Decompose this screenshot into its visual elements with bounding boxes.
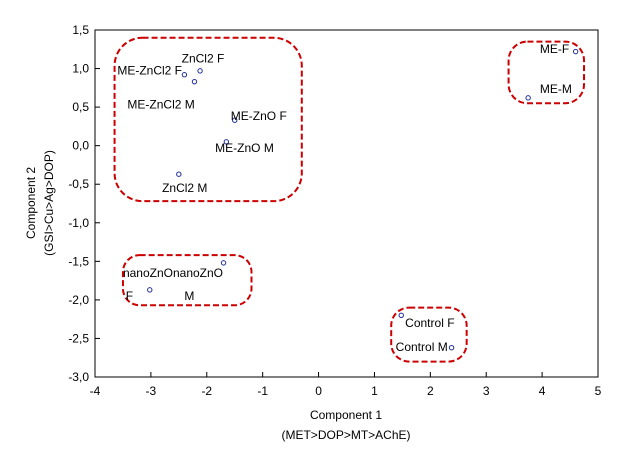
- y-axis-subtitle: (GSI>Cu>Ag>DOP): [42, 150, 56, 256]
- plot-area: [94, 29, 599, 378]
- point-labels: ZnCl2 FME-ZnCl2 F ME-ZnCl2 M ME-ZnO F ME-Zn…: [117, 42, 572, 354]
- x-tick-label: 4: [539, 384, 546, 398]
- data-points: [147, 48, 579, 351]
- y-tick-label: 1,5: [72, 23, 89, 37]
- data-point: [191, 78, 198, 85]
- point-label: ME-ZnO M: [215, 141, 274, 155]
- group-outline: [390, 306, 468, 363]
- x-axis-subtitle: (MET>DOP>MT>AChE): [281, 428, 410, 442]
- point-label: ME-ZnCl2 M: [127, 98, 194, 112]
- data-point: [197, 68, 203, 74]
- x-tick-label: 1: [371, 384, 378, 398]
- x-tick-label: 3: [483, 384, 490, 398]
- x-tick-label: -1: [257, 384, 268, 398]
- data-point: [181, 72, 188, 78]
- point-label: Control M: [396, 340, 448, 354]
- y-tick-label: -2,5: [68, 331, 89, 345]
- group-outline: [121, 254, 253, 307]
- point-label: Control F: [405, 316, 454, 330]
- x-axis-title: Component 1: [310, 408, 382, 422]
- data-point: [525, 95, 531, 101]
- point-label: ME-F: [540, 42, 569, 56]
- point-label: M: [184, 289, 194, 303]
- data-point: [220, 260, 227, 266]
- group-outline: [507, 40, 586, 105]
- group-outlines: [113, 36, 586, 363]
- y-tick-label: 0,5: [72, 100, 89, 114]
- point-label: nanoZnOnanoZnO: [123, 266, 223, 280]
- point-label: ME-ZnO F: [231, 109, 287, 123]
- y-tick-label: 0,0: [72, 139, 89, 153]
- y-tick-label: -3,0: [68, 370, 89, 384]
- y-tick-label: 1,0: [72, 62, 89, 76]
- x-tick-label: -2: [201, 384, 212, 398]
- x-tick-label: 5: [595, 384, 602, 398]
- y-tick-label: -1,0: [68, 216, 89, 230]
- point-label: ZnCl2 M: [162, 181, 207, 195]
- axis-ticks: -4 -3 -2 -1 0 1 2 3 4 5 1,5 1,0 0,5 0,0 -0,5 -1,0 -1,5 -2…: [68, 23, 601, 398]
- data-point: [147, 287, 153, 293]
- y-tick-label: -0,5: [68, 177, 89, 191]
- y-tick-label: -1,5: [68, 254, 89, 268]
- group-outline: [113, 36, 303, 203]
- point-label: ZnCl2 F: [182, 51, 225, 65]
- data-point: [398, 312, 404, 319]
- point-label: F: [126, 289, 133, 303]
- y-axis-title: Component 2: [24, 167, 38, 239]
- y-tick-label: -2,0: [68, 293, 89, 307]
- point-label: ME-M: [540, 82, 572, 96]
- x-tick-label: 2: [427, 384, 434, 398]
- data-point: [232, 117, 238, 123]
- data-point: [176, 171, 182, 177]
- x-tick-label: -3: [146, 384, 157, 398]
- data-point: [223, 139, 230, 145]
- point-label: ME-ZnCl2 F: [117, 64, 182, 78]
- data-point: [572, 48, 579, 55]
- data-point: [448, 344, 455, 351]
- x-tick-label: 0: [315, 384, 322, 398]
- x-tick-label: -4: [90, 384, 101, 398]
